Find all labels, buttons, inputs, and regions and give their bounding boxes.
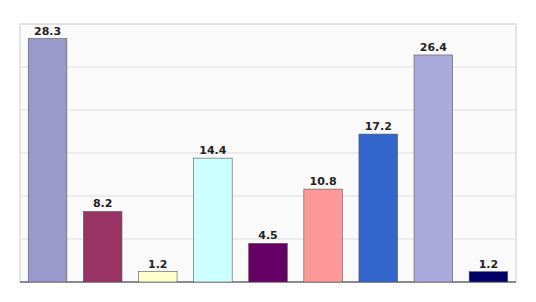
data-label: 1.2: [148, 258, 168, 271]
bar: [414, 55, 453, 282]
chart-container: 28.3 8.2 1.2 14.4 4.5 10.8 17.2 26.4 1.2: [0, 0, 536, 302]
page: {"chart_data": {"type": "bar", "categori…: [0, 0, 536, 302]
bar: [28, 39, 67, 282]
grid-line: [20, 24, 516, 25]
bar: [194, 158, 233, 282]
grid: [20, 24, 516, 282]
bar: [469, 272, 508, 282]
bar: [359, 134, 398, 282]
bar: [83, 211, 122, 282]
data-label: 28.3: [34, 25, 61, 38]
data-label: 8.2: [93, 197, 113, 210]
bar: [249, 243, 288, 282]
data-label: 1.2: [479, 258, 499, 271]
chart-svg: 28.3 8.2 1.2 14.4 4.5 10.8 17.2 26.4 1.2: [0, 0, 536, 302]
data-label: 26.4: [420, 41, 447, 54]
data-label: 14.4: [199, 144, 226, 157]
bar: [304, 189, 343, 282]
plot-area: [20, 24, 516, 282]
bar: [138, 272, 177, 282]
data-labels: 28.3 8.2 1.2 14.4 4.5 10.8 17.2 26.4 1.2: [34, 25, 498, 271]
data-label: 17.2: [365, 120, 392, 133]
data-label: 10.8: [310, 175, 337, 188]
data-label: 4.5: [258, 229, 278, 242]
bars: [28, 39, 507, 282]
